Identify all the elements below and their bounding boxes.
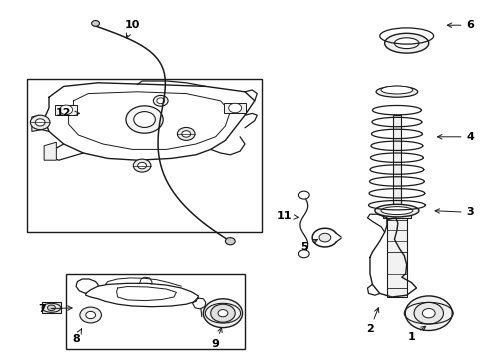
Circle shape bbox=[414, 302, 443, 324]
Circle shape bbox=[177, 127, 195, 140]
Circle shape bbox=[153, 95, 168, 106]
Text: 9: 9 bbox=[212, 328, 222, 349]
Circle shape bbox=[218, 310, 228, 317]
Ellipse shape bbox=[376, 86, 417, 97]
Text: 3: 3 bbox=[435, 207, 474, 217]
Ellipse shape bbox=[385, 33, 429, 53]
Circle shape bbox=[229, 103, 242, 113]
Circle shape bbox=[86, 311, 96, 319]
Circle shape bbox=[422, 309, 435, 318]
Bar bbox=[27, 79, 262, 232]
Text: 5: 5 bbox=[300, 239, 318, 252]
Text: 4: 4 bbox=[438, 132, 474, 142]
Circle shape bbox=[134, 112, 155, 127]
Circle shape bbox=[211, 304, 235, 322]
Ellipse shape bbox=[381, 207, 413, 215]
Text: 7: 7 bbox=[38, 304, 72, 314]
Circle shape bbox=[35, 119, 45, 126]
Text: 1: 1 bbox=[408, 326, 426, 342]
Circle shape bbox=[298, 191, 309, 199]
Circle shape bbox=[298, 250, 309, 258]
Polygon shape bbox=[42, 302, 61, 313]
Text: 8: 8 bbox=[72, 329, 82, 344]
Polygon shape bbox=[44, 142, 56, 160]
Circle shape bbox=[157, 98, 165, 104]
Ellipse shape bbox=[394, 38, 419, 49]
Circle shape bbox=[80, 307, 101, 323]
Text: 2: 2 bbox=[366, 308, 379, 334]
Circle shape bbox=[203, 299, 243, 328]
Text: 12: 12 bbox=[56, 108, 79, 118]
Polygon shape bbox=[32, 115, 42, 131]
Circle shape bbox=[126, 106, 163, 133]
Ellipse shape bbox=[381, 86, 413, 94]
Polygon shape bbox=[383, 207, 411, 218]
Circle shape bbox=[30, 115, 50, 130]
Circle shape bbox=[60, 105, 73, 114]
Circle shape bbox=[92, 21, 99, 26]
Text: 6: 6 bbox=[447, 20, 474, 30]
Circle shape bbox=[405, 296, 452, 330]
Circle shape bbox=[133, 159, 151, 172]
Circle shape bbox=[225, 238, 235, 245]
Polygon shape bbox=[387, 209, 407, 297]
Circle shape bbox=[48, 305, 55, 311]
Polygon shape bbox=[224, 103, 246, 113]
Bar bbox=[66, 274, 245, 349]
Circle shape bbox=[138, 162, 147, 169]
Circle shape bbox=[182, 131, 191, 137]
Polygon shape bbox=[393, 115, 401, 209]
Circle shape bbox=[319, 233, 331, 242]
Polygon shape bbox=[55, 105, 77, 114]
Ellipse shape bbox=[375, 204, 419, 217]
Text: 11: 11 bbox=[276, 211, 298, 221]
Text: 10: 10 bbox=[124, 20, 140, 38]
